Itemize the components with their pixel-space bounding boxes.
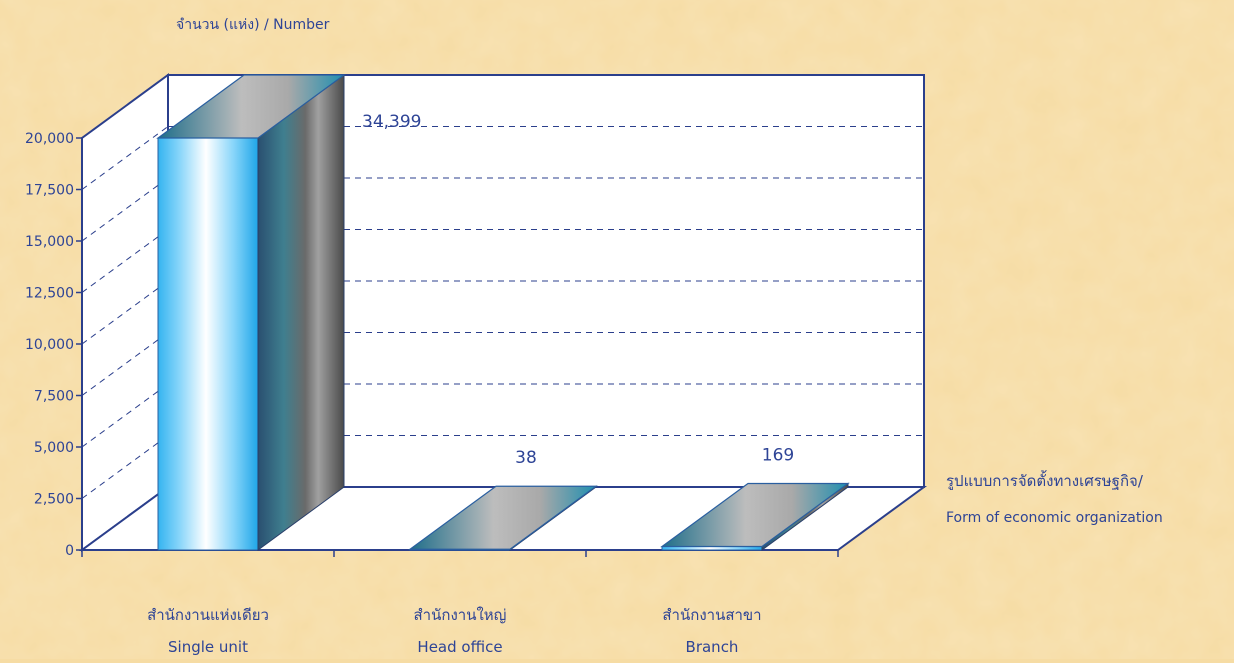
y-tick-label: 2,500 bbox=[34, 492, 74, 508]
gridline-left bbox=[81, 177, 169, 242]
x-axis-title-en: Form of economic organization bbox=[946, 510, 1163, 526]
y-tick-label: 12,500 bbox=[25, 286, 74, 302]
y-tick-label: 5,000 bbox=[34, 440, 74, 456]
category-label-en: Single unit bbox=[168, 638, 248, 656]
bar-top bbox=[660, 482, 850, 548]
gridline-left bbox=[81, 332, 169, 396]
value-label: 38 bbox=[515, 448, 537, 468]
y-tick-label: 17,500 bbox=[25, 183, 74, 199]
x-axis-title-th: รูปแบบการจัดตั้งทางเศรษฐกิจ/ bbox=[946, 470, 1144, 490]
category-label-th: สำนักงานแห่งเดียว bbox=[147, 606, 269, 624]
y-axis-title: จำนวน (แห่ง) / Number bbox=[176, 17, 330, 33]
y-tick-label: 7,500 bbox=[34, 389, 74, 405]
y-tick-label: 0 bbox=[65, 543, 74, 559]
gridline-left bbox=[81, 280, 169, 345]
value-label: 34,399 bbox=[362, 112, 421, 132]
category-label-en: Head office bbox=[417, 638, 502, 656]
gridline-left bbox=[81, 435, 169, 499]
y-tick-label: 15,000 bbox=[25, 234, 74, 250]
y-tick-label: 20,000 bbox=[25, 131, 74, 147]
bar-front bbox=[157, 137, 259, 551]
gridline-left bbox=[81, 74, 169, 139]
left-wall bbox=[81, 73, 169, 552]
bar-top bbox=[408, 485, 598, 550]
category-label-th: สำนักงานสาขา bbox=[662, 606, 761, 624]
category-label-th: สำนักงานใหญ่ bbox=[414, 606, 507, 624]
value-label: 169 bbox=[762, 446, 794, 466]
gridline-left bbox=[81, 383, 169, 448]
category-label-en: Branch bbox=[686, 638, 739, 656]
plot-area: 0 2,500 5,000 7,500 10,000 12,500 15,000 17,500… bbox=[25, 73, 928, 656]
bar-top bbox=[156, 74, 346, 139]
bar-side bbox=[257, 74, 345, 551]
gridline-left bbox=[81, 126, 169, 190]
gridline-left bbox=[81, 229, 169, 293]
y-tick-label: 10,000 bbox=[25, 337, 74, 353]
